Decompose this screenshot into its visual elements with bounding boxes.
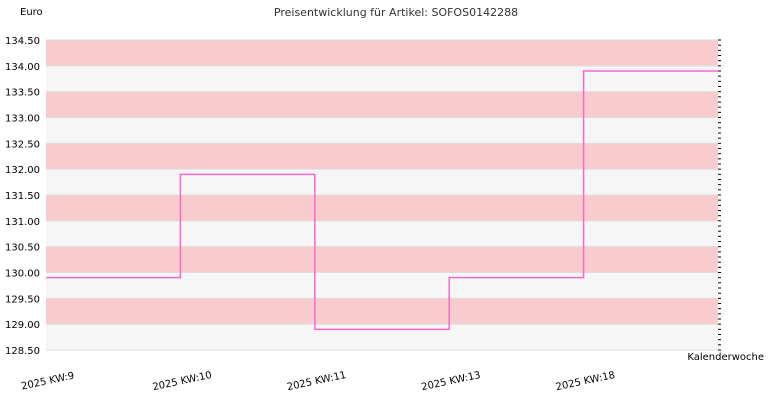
y-tick-label: 128.50 — [5, 346, 40, 357]
gridlines — [46, 39, 718, 351]
y-tick-label: 132.00 — [5, 165, 40, 176]
background-band — [46, 65, 718, 92]
background-band — [46, 324, 718, 350]
background-band — [46, 298, 718, 325]
background-band — [46, 195, 718, 221]
y-tick-label: 130.50 — [5, 243, 40, 254]
background-band — [46, 40, 718, 66]
price-step-line — [46, 70, 718, 331]
background-band — [46, 143, 718, 170]
y-tick-label: 134.50 — [5, 36, 40, 47]
background-band — [46, 272, 718, 299]
y-tick-label: 129.50 — [5, 294, 40, 305]
background-band — [46, 169, 718, 195]
background-band — [46, 117, 718, 144]
right-axis-ticks — [718, 39, 721, 351]
y-tick-labels: 128.50 129.00 129.50 130.00 130.50 131.00 131.… — [5, 36, 40, 357]
y-tick-label: 134.00 — [5, 62, 40, 73]
x-tick-label: 2025 KW:9 — [20, 371, 75, 393]
y-axis-label: Euro — [20, 7, 43, 18]
x-tick-labels: 2025 KW:9 2025 KW:10 2025 KW:11 2025 KW:13 2… — [20, 370, 616, 393]
chart-title: Preisentwicklung für Artikel: SOFOS01422… — [274, 6, 518, 19]
y-tick-label: 133.50 — [5, 88, 40, 99]
x-tick-label: 2025 KW:13 — [420, 370, 481, 393]
y-tick-label: 132.50 — [5, 139, 40, 150]
y-tick-label: 129.00 — [5, 320, 40, 331]
x-tick-label: 2025 KW:10 — [152, 370, 213, 393]
background-band — [46, 220, 718, 247]
y-tick-label: 131.00 — [5, 217, 40, 228]
background-band — [46, 91, 718, 118]
x-tick-label: 2025 KW:18 — [555, 370, 616, 393]
y-tick-label: 133.00 — [5, 114, 40, 125]
x-axis-label: Kalenderwoche — [687, 352, 764, 363]
background-bands — [46, 40, 718, 350]
y-tick-label: 130.00 — [5, 269, 40, 280]
x-tick-label: 2025 KW:11 — [286, 370, 347, 393]
y-tick-label: 131.50 — [5, 191, 40, 202]
background-band — [46, 246, 718, 273]
